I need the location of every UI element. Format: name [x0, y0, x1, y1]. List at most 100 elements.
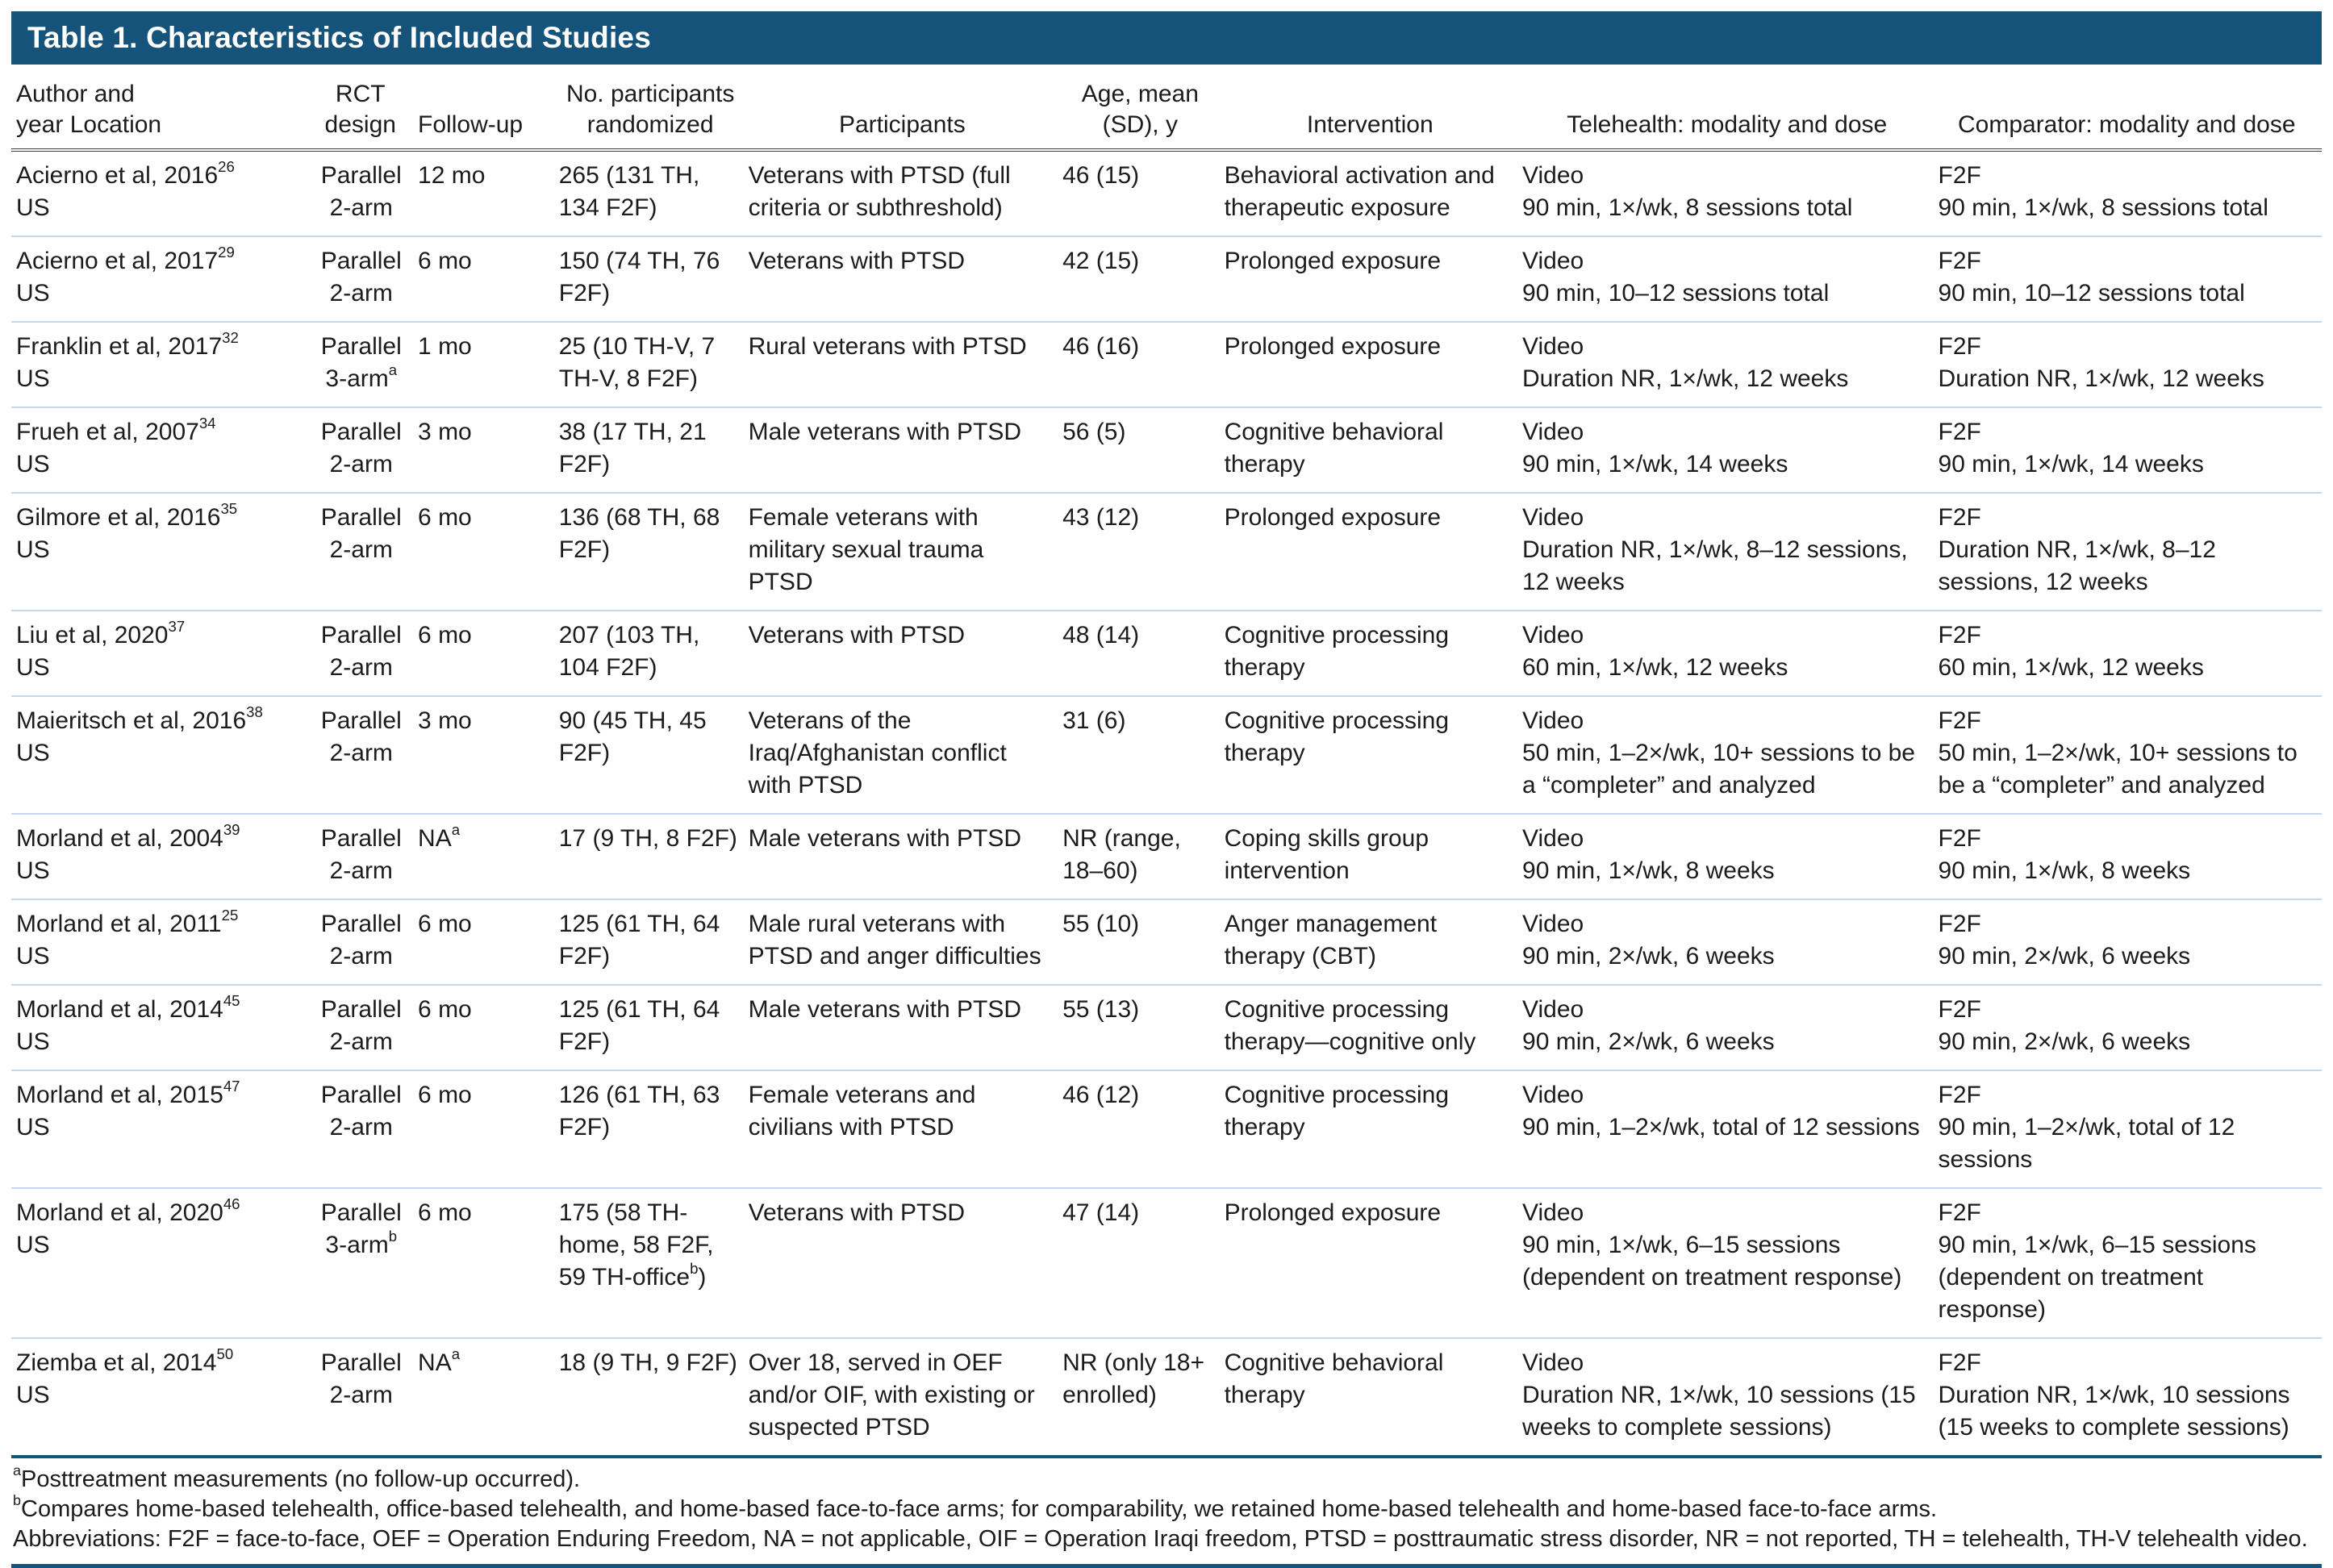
reference-superscript: 26: [218, 158, 235, 175]
telehealth-modality: Video: [1522, 504, 1584, 531]
reference-superscript: 37: [168, 618, 186, 635]
randomized-value: 207 (103 TH, 104 F2F): [558, 622, 700, 681]
cell-intervention: Behavioral activation and therapeutic ex…: [1224, 162, 1495, 221]
rct-design-type: Parallel: [320, 996, 402, 1023]
cell-follow-up: 3 mo: [418, 407, 559, 493]
rct-design-arms: 2-arm: [329, 280, 393, 307]
cell-age: 43 (12): [1062, 504, 1140, 531]
cell-participants-randomized: 136 (68 TH, 68 F2F): [559, 493, 749, 611]
cell-participants: Female veterans with military sexual tra…: [748, 504, 984, 595]
follow-up-value: 6 mo: [418, 622, 472, 648]
cell-follow-up: 6 mo: [418, 236, 559, 322]
table-row: Morland et al, 202046 US Parallel 3-armb…: [11, 1188, 2322, 1338]
telehealth-modality: Video: [1522, 911, 1584, 937]
cell-participants-randomized: 125 (61 TH, 64 F2F): [559, 985, 749, 1070]
table-row: Acierno et al, 201729 US Parallel 2-arm …: [11, 236, 2322, 322]
telehealth-dose: 50 min, 1–2×/wk, 10+ sessions to be a “c…: [1522, 740, 1915, 799]
rct-design-arms: 2-arm: [329, 740, 393, 766]
rct-design-arms: 2-arm: [329, 194, 393, 221]
cell-age: 46 (16): [1062, 333, 1140, 360]
cell-comparator: F2F 60 min, 1×/wk, 12 weeks: [1939, 611, 2322, 696]
cell-intervention: Cognitive behavioral therapy: [1224, 1349, 1444, 1408]
study-location: US: [16, 280, 50, 307]
comparator-dose: Duration NR, 1×/wk, 12 weeks: [1938, 365, 2264, 392]
telehealth-dose: 90 min, 2×/wk, 6 weeks: [1522, 1028, 1775, 1055]
cell-comparator: F2F 90 min, 1×/wk, 8 sessions total: [1939, 150, 2322, 236]
cell-intervention: Prolonged exposure: [1224, 248, 1442, 274]
study-author: Morland et al, 2004: [16, 825, 223, 852]
cell-participants: Veterans with PTSD (full criteria or sub…: [748, 162, 1011, 221]
comparator-dose: 90 min, 2×/wk, 6 weeks: [1938, 943, 2191, 970]
cell-participants-randomized: 265 (131 TH, 134 F2F): [559, 150, 749, 236]
comparator-dose: 90 min, 2×/wk, 6 weeks: [1938, 1028, 2191, 1055]
follow-up-value: 6 mo: [418, 911, 472, 937]
cell-participants: Male veterans with PTSD: [748, 419, 1022, 445]
cell-follow-up: NAa: [418, 1338, 559, 1457]
cell-telehealth: Video 90 min, 1×/wk, 8 sessions total: [1522, 150, 1939, 236]
rct-design-arms: 2-arm: [329, 1114, 393, 1141]
rct-design-arms: 2-arm: [329, 1382, 393, 1408]
cell-rct-design: Parallel 2-arm: [309, 150, 418, 236]
bottom-rule: [11, 1564, 2322, 1568]
cell-age: NR (range, 18–60): [1062, 825, 1181, 884]
study-author: Acierno et al, 2017: [16, 248, 219, 274]
cell-age: 55 (10): [1062, 911, 1140, 937]
col-header-age: Age, mean (SD), y: [1081, 81, 1199, 138]
telehealth-dose: 90 min, 1–2×/wk, total of 12 sessions: [1522, 1114, 1920, 1141]
cell-telehealth: Video 90 min, 2×/wk, 6 weeks: [1522, 985, 1939, 1070]
comparator-dose: 90 min, 10–12 sessions total: [1938, 280, 2245, 307]
rct-design-arms: 2-arm: [329, 536, 393, 563]
cell-follow-up: 6 mo: [418, 899, 559, 985]
cell-author-location: Franklin et al, 201732 US: [11, 322, 309, 407]
telehealth-dose: 60 min, 1×/wk, 12 weeks: [1522, 654, 1788, 681]
study-author: Morland et al, 2015: [16, 1082, 223, 1108]
cell-participants-randomized: 18 (9 TH, 9 F2F): [559, 1338, 749, 1457]
study-author: Acierno et al, 2016: [16, 162, 219, 189]
cell-intervention: Prolonged exposure: [1224, 504, 1442, 531]
cell-participants: Male veterans with PTSD: [748, 825, 1022, 852]
comparator-dose: 90 min, 1×/wk, 8 weeks: [1938, 857, 2191, 884]
cell-participants-randomized: 207 (103 TH, 104 F2F): [559, 611, 749, 696]
cell-intervention: Cognitive processing therapy—cognitive o…: [1224, 996, 1476, 1055]
comparator-dose: 60 min, 1×/wk, 12 weeks: [1938, 654, 2204, 681]
comparator-modality: F2F: [1938, 504, 1981, 531]
telehealth-modality: Video: [1522, 996, 1584, 1023]
cell-age: 48 (14): [1062, 622, 1140, 648]
cell-rct-design: Parallel 2-arm: [309, 493, 418, 611]
study-author: Maieritsch et al, 2016: [16, 707, 247, 734]
cell-comparator: F2F 90 min, 2×/wk, 6 weeks: [1939, 899, 2322, 985]
footnote-superscript: a: [388, 361, 398, 378]
cell-intervention: Cognitive processing therapy: [1224, 622, 1450, 681]
telehealth-dose: 90 min, 2×/wk, 6 weeks: [1522, 943, 1775, 970]
rct-design-type: Parallel: [320, 1082, 402, 1108]
rct-design-type: Parallel: [320, 162, 402, 189]
randomized-value: 38 (17 TH, 21 F2F): [558, 419, 707, 477]
cell-participants-randomized: 25 (10 TH-V, 7 TH-V, 8 F2F): [559, 322, 749, 407]
footnotes: aPosttreatment measurements (no follow-u…: [11, 1458, 2322, 1562]
table-header: Author and year Location RCT design Foll…: [11, 68, 2322, 150]
follow-up-value: 3 mo: [418, 419, 472, 445]
table-row: Morland et al, 201125 US Parallel 2-arm …: [11, 899, 2322, 985]
cell-participants: Veterans with PTSD: [748, 622, 966, 648]
rct-design-type: Parallel: [320, 707, 402, 734]
cell-telehealth: Video 50 min, 1–2×/wk, 10+ sessions to b…: [1522, 696, 1939, 814]
footnote-b-text: Compares home-based telehealth, office-b…: [21, 1496, 1938, 1522]
comparator-modality: F2F: [1938, 707, 1981, 734]
cell-rct-design: Parallel 2-arm: [309, 985, 418, 1070]
reference-superscript: 45: [223, 992, 240, 1009]
study-location: US: [16, 857, 50, 884]
table-row: Morland et al, 201445 US Parallel 2-arm …: [11, 985, 2322, 1070]
cell-follow-up: 6 mo: [418, 985, 559, 1070]
cell-participants: Veterans of the Iraq/Afghanistan conflic…: [748, 707, 1007, 799]
cell-age: 46 (15): [1062, 162, 1140, 189]
cell-author-location: Morland et al, 201125 US: [11, 899, 309, 985]
study-author: Gilmore et al, 2016: [16, 504, 221, 531]
rct-design-type: Parallel: [320, 622, 402, 648]
study-author: Morland et al, 2011: [16, 911, 222, 937]
col-header-participants-randomized: No. participants randomized: [566, 81, 735, 138]
cell-author-location: Morland et al, 201547 US: [11, 1070, 309, 1188]
telehealth-dose: 90 min, 1×/wk, 8 sessions total: [1522, 194, 1853, 221]
telehealth-modality: Video: [1522, 419, 1584, 445]
randomized-value: 150 (74 TH, 76 F2F): [558, 248, 720, 307]
telehealth-modality: Video: [1522, 248, 1584, 274]
